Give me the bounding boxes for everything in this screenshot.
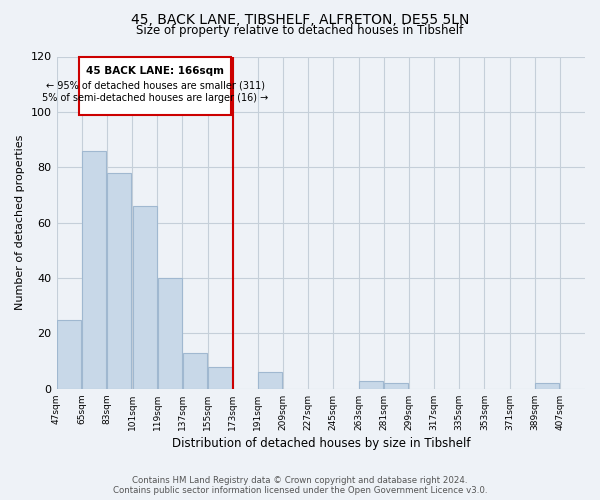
- Bar: [57, 320, 81, 389]
- Bar: [384, 384, 408, 389]
- Text: 45 BACK LANE: 166sqm: 45 BACK LANE: 166sqm: [86, 66, 224, 76]
- Text: Contains HM Land Registry data © Crown copyright and database right 2024.
Contai: Contains HM Land Registry data © Crown c…: [113, 476, 487, 495]
- Text: Size of property relative to detached houses in Tibshelf: Size of property relative to detached ho…: [136, 24, 464, 37]
- Bar: [208, 366, 232, 389]
- Bar: [158, 278, 182, 389]
- Bar: [183, 353, 207, 389]
- Bar: [133, 206, 157, 389]
- Y-axis label: Number of detached properties: Number of detached properties: [15, 135, 25, 310]
- FancyBboxPatch shape: [79, 56, 231, 114]
- Text: 5% of semi-detached houses are larger (16) →: 5% of semi-detached houses are larger (1…: [42, 92, 268, 102]
- Bar: [82, 150, 106, 389]
- Text: 45, BACK LANE, TIBSHELF, ALFRETON, DE55 5LN: 45, BACK LANE, TIBSHELF, ALFRETON, DE55 …: [131, 12, 469, 26]
- Bar: [535, 384, 559, 389]
- Bar: [107, 173, 131, 389]
- Text: ← 95% of detached houses are smaller (311): ← 95% of detached houses are smaller (31…: [46, 80, 265, 90]
- Bar: [259, 372, 283, 389]
- X-axis label: Distribution of detached houses by size in Tibshelf: Distribution of detached houses by size …: [172, 437, 470, 450]
- Bar: [359, 380, 383, 389]
